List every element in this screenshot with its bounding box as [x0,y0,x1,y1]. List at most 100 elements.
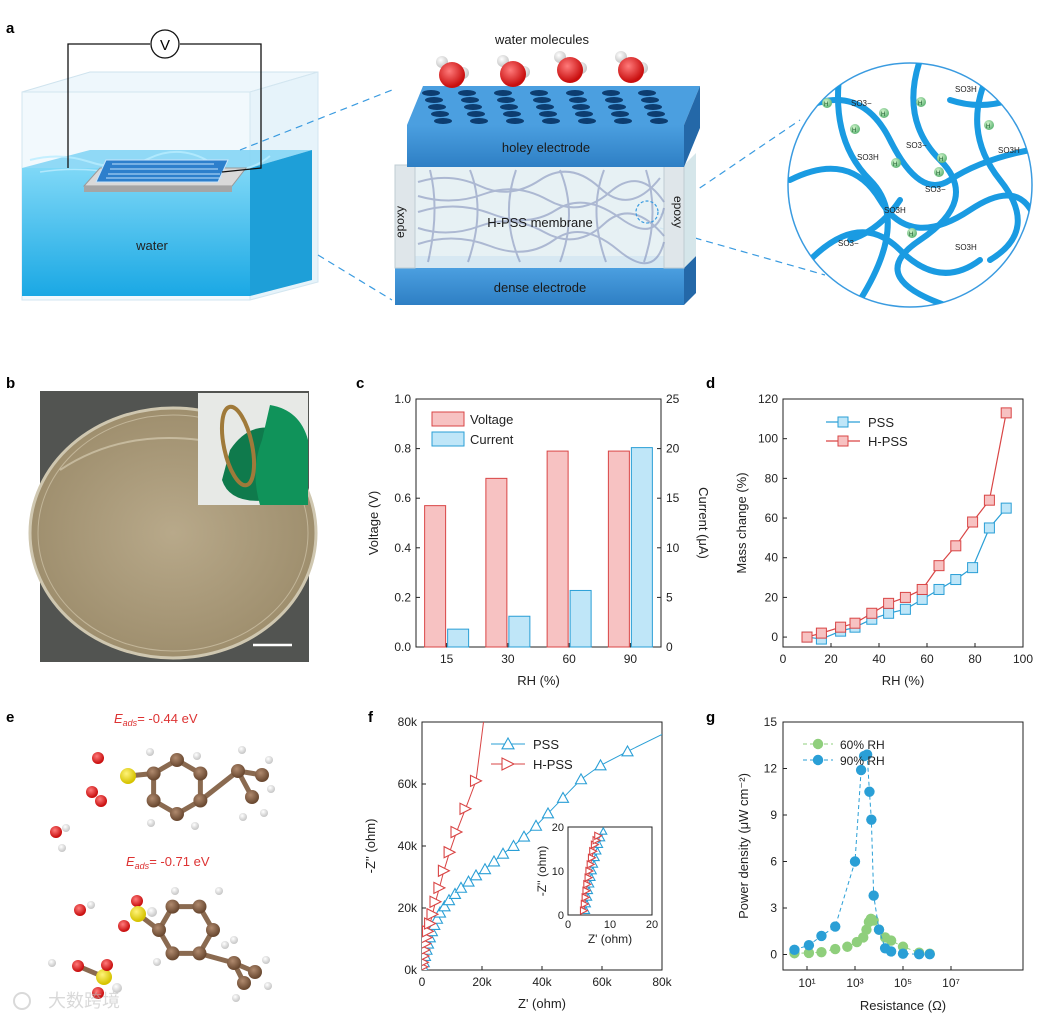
data-point-pss [983,522,995,534]
x-tick-label: 10⁷ [942,976,960,990]
data-point-h-pss [883,597,895,609]
data-point-h-pss [815,627,827,639]
voltmeter-label: V [160,37,170,54]
data-point-h-pss [1000,407,1012,419]
inset-x-tick-label: 20 [646,919,658,931]
data-point [830,943,841,955]
inset-y-axis-label: -Z'' (ohm) [535,846,549,897]
y-axis-label: Voltage (V) [366,491,381,555]
electrode-hole [644,104,662,110]
atom [48,959,56,967]
y-tick-label: 80 [765,471,779,485]
atom [118,920,130,932]
data-point [868,890,879,901]
atom [230,936,238,944]
eads-top-label: Eads= -0.44 eV [114,711,198,728]
y-tick-label: 15 [764,715,778,729]
electrode-hole [614,118,632,124]
oxygen-atom [439,62,465,88]
data-point-h-pss [433,881,447,895]
legend-label-voltage: Voltage [470,412,513,427]
atom [130,906,146,922]
y2-tick-label: 20 [666,442,680,456]
atom [232,994,240,1002]
data-point [913,948,925,960]
atom [146,748,154,756]
electrode-hole [533,97,551,103]
electrode-hole [536,104,554,110]
data-point [855,764,867,776]
electrode-hole [428,104,446,110]
x-axis-label: Z' (ohm) [518,996,566,1011]
inset-data-point [579,906,589,915]
y-tick-label: 40 [765,551,779,565]
y2-tick-label: 5 [666,590,673,604]
series-line-pss [806,507,1007,640]
y2-tick-label: 10 [666,541,680,555]
atom [245,790,259,804]
data-point [924,948,935,960]
electrode-hole [431,111,449,117]
y-tick-label: 0.6 [394,491,411,505]
voltmeter-icon [150,29,180,59]
carbon-atom [170,753,184,767]
proton [850,124,860,134]
data-point-h-pss [424,917,437,930]
atom [171,887,179,895]
carbon-atom [146,793,161,808]
atom [265,756,273,764]
data-point [868,915,879,926]
y-tick-label: 6 [770,855,777,869]
data-point-pss [469,868,483,881]
proton-symbol: H [852,128,856,134]
atom [267,785,275,793]
chart-c: 0.0 0.2 0.4 0.6 0.8 1.0 0 5 10 15 20 25 15 30 60 90 RH (… [366,392,711,688]
electrode-hole [638,90,656,96]
electrode-hole [608,104,626,110]
electrode-hole [578,118,596,124]
chart-d: 0 20 40 60 80 100 120 0 20 40 60 80 100 PSS H-PSS RH (%… [734,392,1033,688]
inset-x-tick-label: 10 [604,919,616,931]
panel-label-e: e [6,709,14,726]
data-point-h-pss [443,845,457,859]
data-point [885,946,897,957]
oxygen-atom [500,61,526,87]
electrode-hole [575,111,593,117]
water-molecule [554,51,587,83]
panel-label-a: a [6,20,15,37]
plot-area [422,722,662,970]
inset-y-tick-label: 0 [558,910,564,922]
electrode-hole [497,97,515,103]
legend-label: H-PSS [533,757,573,772]
data-point-pss [594,758,607,771]
data-point-pss [507,839,520,851]
molecule-top [50,746,275,852]
eads-bottom-label: Eads= -0.71 eV [126,854,210,871]
legend-marker [501,736,515,750]
data-point-h-pss [849,617,861,629]
legend-label: PSS [533,737,559,752]
atom [96,969,112,985]
inset-frame [567,826,653,916]
data-point-h-pss [866,607,878,619]
inset-x-tick-label: 0 [565,919,571,931]
x-tick-label: 15 [440,652,454,666]
proton-symbol: H [893,162,897,168]
functional-group-label: SO3H [955,85,977,94]
data-point-pss [438,899,451,912]
electrode-hole [422,90,440,96]
x-tick-label: 0 [419,975,426,989]
atom [193,752,201,760]
bar-voltage [546,450,569,648]
atom [153,958,161,966]
y-tick-label: 0 [771,630,778,644]
data-point-pss [933,583,945,595]
electrode-hole [539,111,557,117]
proton-symbol: H [986,124,990,130]
atom [92,752,104,764]
atom [262,956,270,964]
bar-current [569,589,592,648]
data-point-pss [442,893,456,906]
watermark-text: 大数跨境 [48,991,120,1011]
